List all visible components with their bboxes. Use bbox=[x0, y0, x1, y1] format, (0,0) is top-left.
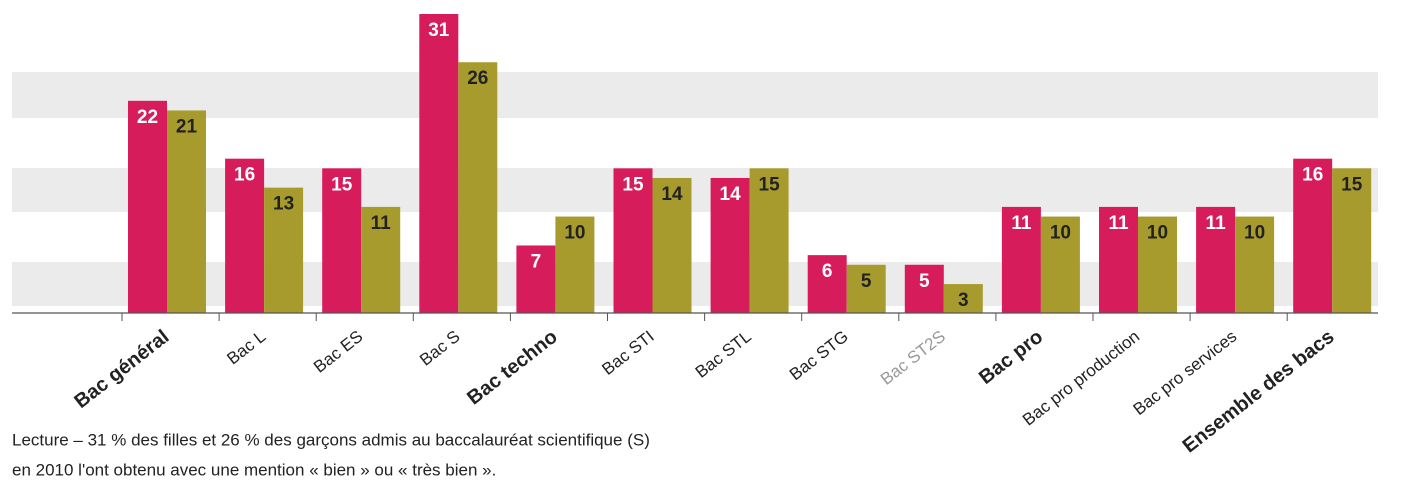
value-label: 11 bbox=[1108, 213, 1129, 234]
bar bbox=[652, 177, 692, 313]
x-tick-label: Bac L bbox=[223, 327, 269, 369]
value-label: 10 bbox=[564, 223, 585, 244]
bar bbox=[361, 206, 401, 313]
bar bbox=[516, 245, 556, 313]
x-tick-label: Bac ES bbox=[310, 327, 366, 377]
value-label: 15 bbox=[759, 174, 781, 195]
bar bbox=[1293, 158, 1333, 313]
bar bbox=[1040, 216, 1080, 313]
annotation: en 2010 l'ont obtenu avec une mention « … bbox=[12, 460, 496, 479]
value-label: 3 bbox=[958, 290, 969, 311]
value-label: 16 bbox=[1302, 165, 1323, 186]
x-tick-label: Bac STL bbox=[692, 327, 755, 382]
value-label: 16 bbox=[234, 165, 255, 186]
bar bbox=[943, 284, 983, 313]
x-tick-label: Bac pro bbox=[975, 326, 1047, 389]
value-label: 11 bbox=[1206, 213, 1227, 234]
bar bbox=[710, 177, 750, 313]
bar bbox=[555, 216, 595, 313]
band bbox=[12, 168, 1378, 212]
annotation: Lecture – 31 % des filles et 26 % des ga… bbox=[12, 430, 650, 449]
bar bbox=[1138, 216, 1177, 313]
value-label: 10 bbox=[1147, 223, 1168, 244]
x-tick-label: Bac STI bbox=[598, 327, 657, 379]
bar bbox=[846, 264, 886, 313]
x-tick-label: Ensemble des bacs bbox=[1179, 326, 1339, 458]
value-label: 15 bbox=[331, 174, 353, 195]
bar bbox=[1001, 206, 1041, 313]
bar bbox=[225, 158, 265, 313]
value-label: 22 bbox=[137, 107, 158, 128]
bar bbox=[904, 264, 944, 313]
value-label: 11 bbox=[371, 213, 392, 234]
value-label: 7 bbox=[531, 251, 542, 272]
band bbox=[12, 72, 1378, 118]
bar bbox=[1332, 168, 1372, 313]
x-tick-label: Bac S bbox=[416, 327, 463, 370]
value-label: 5 bbox=[861, 271, 872, 292]
bar bbox=[167, 110, 206, 313]
bar bbox=[322, 168, 362, 313]
bar bbox=[613, 168, 653, 313]
bar bbox=[1235, 216, 1275, 313]
x-tick-label: Bac techno bbox=[463, 326, 562, 410]
bar bbox=[807, 255, 847, 313]
value-label: 13 bbox=[273, 194, 294, 215]
bar bbox=[128, 100, 167, 313]
value-label: 31 bbox=[428, 20, 450, 41]
x-tick-label: Bac général bbox=[70, 326, 173, 413]
bar bbox=[1196, 206, 1236, 313]
x-tick-label: Bac STG bbox=[786, 327, 852, 384]
value-label: 10 bbox=[1050, 223, 1071, 244]
value-label: 6 bbox=[822, 261, 833, 282]
value-label: 26 bbox=[467, 68, 488, 89]
value-label: 14 bbox=[661, 184, 683, 205]
bar bbox=[1099, 206, 1138, 313]
value-label: 10 bbox=[1244, 223, 1265, 244]
value-label: 11 bbox=[1011, 213, 1032, 234]
bar bbox=[419, 14, 459, 313]
x-tick-label: Bac ST2S bbox=[877, 327, 949, 389]
value-label: 15 bbox=[1341, 174, 1363, 195]
value-label: 5 bbox=[919, 271, 930, 292]
bar bbox=[749, 168, 789, 313]
bar bbox=[458, 62, 498, 314]
bar bbox=[264, 187, 304, 313]
value-label: 21 bbox=[176, 116, 198, 137]
value-label: 15 bbox=[622, 174, 644, 195]
value-label: 14 bbox=[720, 184, 742, 205]
